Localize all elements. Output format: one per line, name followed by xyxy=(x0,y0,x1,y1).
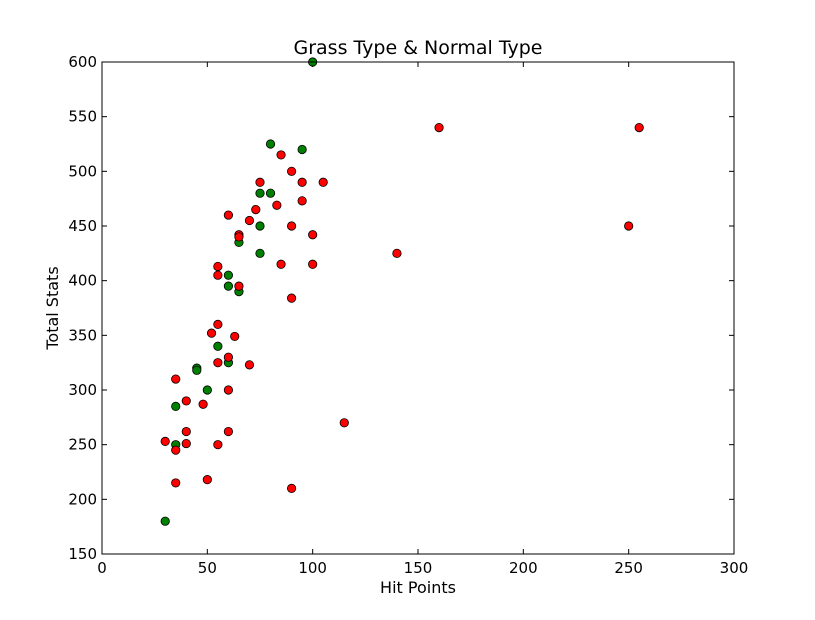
red-data-point xyxy=(223,426,233,437)
red-data-point xyxy=(634,123,644,133)
red-data-point xyxy=(624,221,634,231)
red-data-point xyxy=(392,248,402,258)
red-data-point xyxy=(244,215,255,226)
y-tick-label: 550 xyxy=(68,108,97,126)
red-data-point xyxy=(251,205,261,215)
red-data-point xyxy=(286,166,297,176)
red-data-point xyxy=(202,475,212,485)
red-data-point xyxy=(434,123,444,133)
x-tick-label: 300 xyxy=(720,559,749,577)
y-tick-label: 150 xyxy=(68,545,97,563)
red-data-point xyxy=(223,352,233,362)
y-tick-label: 600 xyxy=(68,53,97,71)
y-axis-label: Total Stats xyxy=(43,266,62,350)
red-data-point xyxy=(297,196,307,206)
y-tick-label: 400 xyxy=(68,272,97,290)
red-data-point xyxy=(171,478,181,488)
red-data-point xyxy=(286,293,297,303)
red-data-point xyxy=(272,200,282,210)
y-tick-label: 500 xyxy=(68,162,97,180)
red-data-point xyxy=(213,440,223,450)
red-data-point xyxy=(318,177,328,187)
y-tick-label: 200 xyxy=(68,490,97,508)
red-data-point xyxy=(308,230,318,240)
red-data-point xyxy=(286,221,297,231)
red-data-point xyxy=(213,261,223,272)
green-data-point xyxy=(223,270,233,280)
green-data-point xyxy=(297,144,307,155)
x-tick-label: 250 xyxy=(614,559,643,577)
green-data-point xyxy=(265,188,276,198)
red-data-point xyxy=(308,259,318,269)
plot-area: 0 50 100 150 200 250 300 150 200 250 300 350 400 450 5… xyxy=(68,53,748,577)
x-tick-label: 200 xyxy=(509,559,538,577)
red-data-point xyxy=(244,360,255,370)
y-tick-label: 250 xyxy=(68,436,97,454)
y-tick-label: 300 xyxy=(68,381,97,399)
x-tick-label: 0 xyxy=(97,559,107,577)
red-data-point xyxy=(234,281,244,291)
red-data-point xyxy=(234,232,244,242)
x-tick-label: 50 xyxy=(198,559,217,577)
red-data-point xyxy=(181,438,191,449)
x-axis-label: Hit Points xyxy=(380,578,456,597)
green-data-point xyxy=(265,139,276,149)
red-data-point xyxy=(286,483,297,493)
red-data-point xyxy=(255,177,265,187)
red-data-point xyxy=(276,259,286,269)
green-data-point xyxy=(192,365,202,375)
green-data-point xyxy=(171,401,181,411)
red-data-point xyxy=(160,436,170,446)
red-data-point xyxy=(297,177,307,187)
chart-title: Grass Type & Normal Type xyxy=(294,37,543,59)
red-data-point xyxy=(171,445,181,455)
y-tick-label: 350 xyxy=(68,326,97,344)
x-tick-label: 100 xyxy=(298,559,327,577)
red-data-point xyxy=(213,319,223,329)
red-data-point xyxy=(223,385,233,395)
red-data-point xyxy=(198,399,208,409)
green-data-point xyxy=(255,188,265,198)
red-data-point xyxy=(276,150,286,160)
green-data-point xyxy=(255,248,265,258)
red-data-point xyxy=(171,374,181,384)
green-data-point xyxy=(202,385,212,395)
red-data-point xyxy=(223,210,233,220)
x-tick-label: 150 xyxy=(404,559,433,577)
y-tick-label: 450 xyxy=(68,217,97,235)
green-data-point xyxy=(160,516,170,526)
red-data-point xyxy=(181,396,191,406)
red-data-point xyxy=(213,270,223,280)
red-data-point xyxy=(206,328,217,338)
green-data-point xyxy=(223,281,233,291)
green-data-point xyxy=(255,221,265,231)
red-data-point xyxy=(339,418,349,428)
plot-frame xyxy=(101,61,735,555)
red-data-point xyxy=(181,426,191,437)
red-data-point xyxy=(230,331,240,342)
green-data-point xyxy=(213,341,223,351)
red-data-point xyxy=(213,358,223,368)
